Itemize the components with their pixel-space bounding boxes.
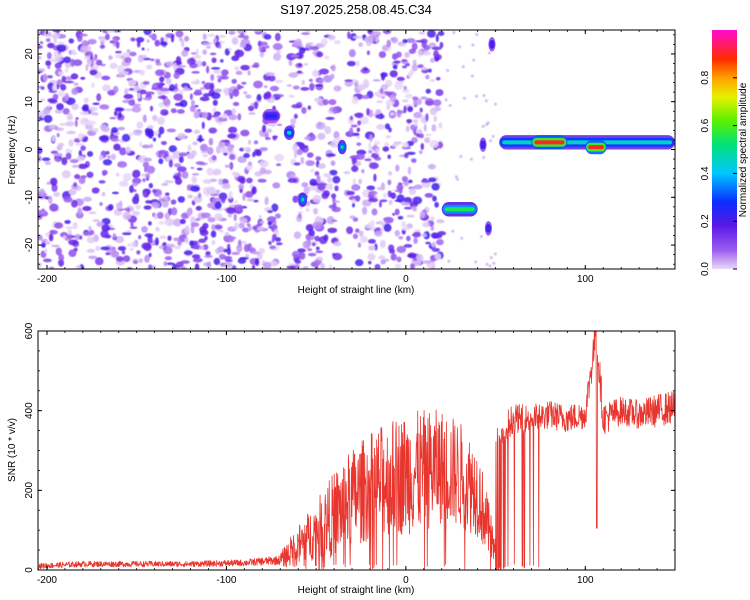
spectrogram-x-tick-label: -100 — [216, 274, 236, 285]
spectrogram-x-tick-label: 100 — [577, 274, 594, 285]
feature-core — [588, 145, 604, 150]
snr-y-tick-label: 600 — [24, 322, 35, 339]
snr-x-tick-label: -200 — [37, 575, 57, 586]
snr-x-axis-title: Height of straight line (km) — [298, 585, 415, 596]
colorbar-tick-label: 0.2 — [700, 214, 711, 228]
feature-core — [487, 226, 489, 231]
snr-y-tick-label: 0 — [24, 567, 35, 573]
colorbar-tick-label: 0.0 — [700, 262, 711, 276]
spectrogram-image — [38, 30, 675, 269]
feature-core — [301, 197, 305, 202]
spectrogram-x-tick-label: 0 — [403, 274, 409, 285]
spectrogram-x-axis-title: Height of straight line (km) — [298, 285, 415, 296]
feature-core — [286, 130, 292, 135]
snr-y-axis-title: SNR (10 * v/v) — [7, 418, 18, 482]
snr-x-tick-label: 0 — [403, 575, 409, 586]
colorbar-tick-label: 0.6 — [700, 118, 711, 132]
spectrogram-y-axis: -20 -10 0 10 20 — [24, 34, 675, 265]
colorbar-axis: 0.0 0.2 0.4 0.6 0.8 — [700, 70, 737, 276]
snr-x-tick-label: -100 — [216, 575, 236, 586]
snr-x-axis: -200 -100 0 100 — [37, 331, 676, 586]
snr-x-tick-label: 100 — [577, 575, 594, 586]
spectrogram-y-tick-label: -20 — [24, 237, 35, 252]
spectrogram-x-axis: -200 -100 0 100 — [37, 30, 676, 285]
spectrogram-y-tick-label: 20 — [24, 48, 35, 60]
snr-series-line — [38, 331, 675, 570]
spectrogram-y-tick-label: -10 — [24, 190, 35, 205]
feature-core — [482, 142, 484, 147]
colorbar-tick-label: 0.8 — [700, 70, 711, 84]
snr-panel: -200 -100 0 100 0 200 400 600 Height of straig… — [7, 322, 676, 596]
feature-core — [340, 145, 344, 150]
snr-y-tick-label: 200 — [24, 482, 35, 499]
colorbar-tick-label: 0.4 — [700, 166, 711, 180]
feature-core — [444, 207, 475, 212]
spectrogram-y-axis-title: Frequency (Hz) — [7, 116, 18, 185]
snr-y-tick-label: 400 — [24, 402, 35, 419]
colorbar-gradient — [712, 30, 737, 269]
feature-core — [534, 140, 565, 145]
spectrogram-y-tick-label: 0 — [24, 146, 35, 152]
spectrogram-x-tick-label: -200 — [37, 274, 57, 285]
colorbar: 0.0 0.2 0.4 0.6 0.8 Normalized spectral ampl… — [700, 30, 749, 276]
colorbar-title: Normalized spectral amplitude — [738, 82, 749, 217]
spectral-features — [262, 37, 675, 236]
feature-core — [491, 42, 493, 47]
spectrogram-y-tick-label: 10 — [24, 96, 35, 108]
chart-title: S197.2025.258.08.45.C34 — [280, 2, 432, 17]
feature-core — [265, 114, 278, 119]
snr-plot-area — [38, 331, 675, 570]
snr-y-axis: 0 200 400 600 — [24, 322, 675, 573]
